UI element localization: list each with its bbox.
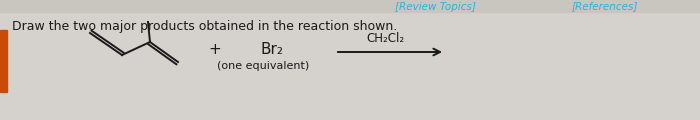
Bar <box>0 30 7 92</box>
Text: Draw the two major products obtained in the reaction shown.: Draw the two major products obtained in … <box>12 20 398 33</box>
Text: (one equivalent): (one equivalent) <box>217 61 309 71</box>
Text: Br₂: Br₂ <box>260 42 284 57</box>
Text: CH₂Cl₂: CH₂Cl₂ <box>366 31 404 45</box>
Bar <box>0 0 700 12</box>
Text: +: + <box>209 42 221 57</box>
Text: [References]: [References] <box>572 2 638 12</box>
Text: [Review Topics]: [Review Topics] <box>395 2 475 12</box>
